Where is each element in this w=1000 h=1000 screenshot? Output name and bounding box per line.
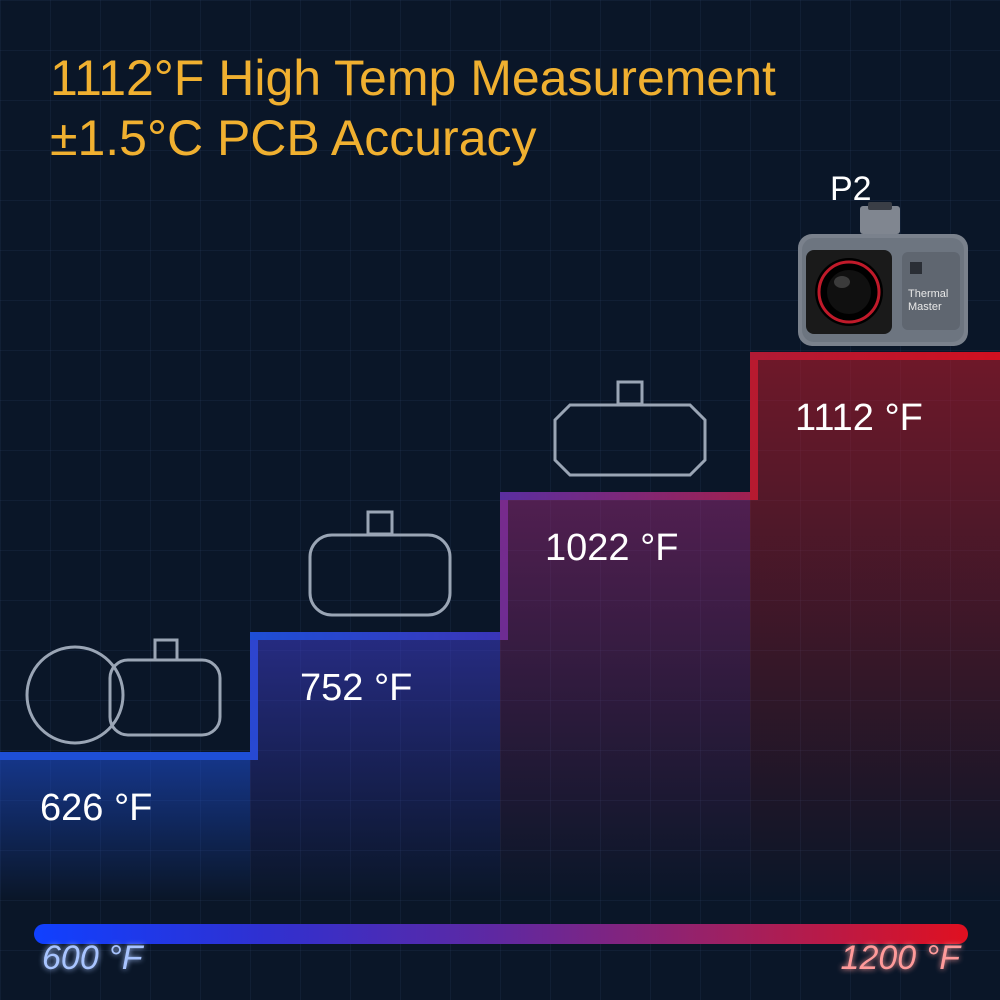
temperature-scale-bar — [34, 924, 968, 944]
title-line-2: ±1.5°C PCB Accuracy — [50, 108, 776, 168]
step-4-fill — [750, 360, 1000, 900]
title: 1112°F High Temp Measurement ±1.5°C PCB … — [50, 48, 776, 168]
camera-icon-p2: Thermal Master — [790, 202, 975, 352]
camera-icon-2 — [290, 490, 470, 630]
step-chart: 626 °F 752 °F 1022 °F 1112 °F Thermal Ma… — [0, 200, 1000, 900]
camera-icon-3 — [540, 360, 720, 490]
step-1-fill — [0, 760, 250, 900]
step-4-label: 1112 °F — [795, 397, 923, 440]
step-2-top — [250, 632, 500, 640]
scale-max-label: 1200 °F — [841, 939, 960, 978]
step-2-label: 752 °F — [300, 667, 412, 710]
step-3-top — [500, 492, 750, 500]
step-1-top — [0, 752, 250, 760]
step-3-label: 1022 °F — [545, 527, 679, 570]
scale-min-label: 600 °F — [42, 939, 143, 978]
svg-text:Master: Master — [908, 301, 942, 313]
step-4-top — [750, 352, 1000, 360]
svg-text:Thermal: Thermal — [908, 288, 948, 300]
title-line-1: 1112°F High Temp Measurement — [50, 48, 776, 108]
camera-icon-1 — [20, 620, 240, 750]
step-1-label: 626 °F — [40, 787, 152, 830]
